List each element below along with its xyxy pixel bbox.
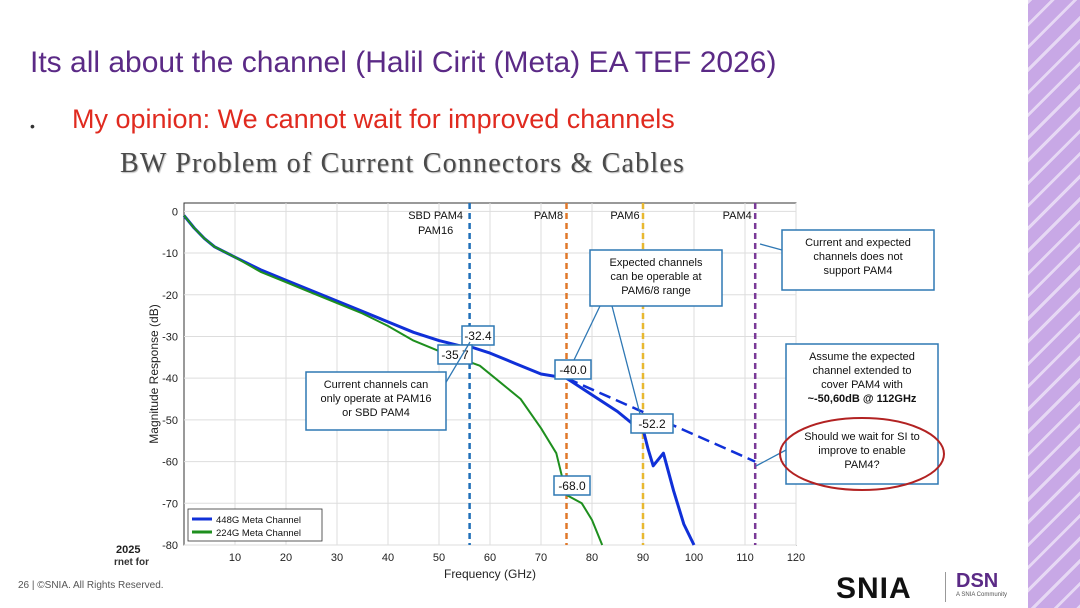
callout-arrow xyxy=(573,305,601,361)
modulation-label: PAM16 xyxy=(418,225,453,237)
callout-not-support-text: channels does not xyxy=(813,251,902,263)
callout-arrow xyxy=(755,449,787,467)
y-tick-label: -60 xyxy=(162,457,178,469)
dsn-logo: DSN xyxy=(956,570,999,592)
callout-assume-bold: ~-50,60dB @ 112GHz xyxy=(808,393,917,405)
legend-entry: 448G Meta Channel xyxy=(216,515,301,526)
callout-current-channels-text: only operate at PAM16 xyxy=(320,393,431,405)
bullet-opinion: My opinion: We cannot wait for improved … xyxy=(72,104,675,134)
slide-title: Its all about the channel (Halil Cirit (… xyxy=(30,46,777,79)
value-label-box xyxy=(437,344,473,365)
callout-arrow xyxy=(611,305,641,415)
callout-assume-text: cover PAM4 with xyxy=(821,379,903,391)
modulation-label: PAM8 xyxy=(534,210,563,222)
callout-current-channels-text: or SBD PAM4 xyxy=(342,407,410,419)
value-label-box xyxy=(461,325,495,346)
x-axis-label: Frequency (GHz) xyxy=(444,567,536,581)
chart-subtitle: BW Problem of Current Connectors & Cable… xyxy=(120,148,686,179)
value-label: -68.0 xyxy=(558,479,586,493)
value-label: -52.2 xyxy=(638,417,666,431)
legend-entry: 224G Meta Channel xyxy=(216,528,301,539)
snia-logo: SNIA xyxy=(836,572,912,605)
extrapolation-line xyxy=(565,377,756,463)
value-label: -40.0 xyxy=(559,363,587,377)
callout-arrow xyxy=(759,243,783,251)
x-tick-label: 20 xyxy=(280,552,292,564)
callout-not-support-text: Current and expected xyxy=(805,237,911,249)
x-tick-label: 60 xyxy=(484,552,496,564)
y-tick-label: -10 xyxy=(162,248,178,260)
value-label-box xyxy=(630,413,674,434)
question-text: PAM4? xyxy=(844,459,879,471)
legend-box xyxy=(187,508,323,542)
x-tick-label: 50 xyxy=(433,552,445,564)
x-tick-label: 120 xyxy=(787,552,805,564)
brand-divider xyxy=(945,572,946,602)
y-tick-label: -50 xyxy=(162,415,178,427)
value-label: -32.4 xyxy=(464,329,492,343)
callout-expected-channels-box xyxy=(589,249,723,307)
x-tick-label: 70 xyxy=(535,552,547,564)
decorative-side-strip xyxy=(1028,0,1080,608)
callout-assume-text: Assume the expected xyxy=(809,351,915,363)
question-text: improve to enable xyxy=(818,445,905,457)
callout-expected-channels-text: PAM6/8 range xyxy=(621,285,691,297)
modulation-label: SBD PAM4 xyxy=(408,210,463,222)
x-tick-label: 100 xyxy=(685,552,703,564)
y-tick-label: 0 xyxy=(172,206,178,218)
callout-current-channels-box xyxy=(305,371,447,431)
question-ellipse xyxy=(779,417,945,491)
series-line xyxy=(182,214,696,546)
y-axis-label: Magnitude Response (dB) xyxy=(147,304,161,443)
y-tick-label: -70 xyxy=(162,498,178,510)
question-text: Should we wait for SI to xyxy=(804,431,920,443)
value-label: -35.7 xyxy=(441,348,469,362)
value-label-box xyxy=(553,475,591,496)
y-tick-label: -20 xyxy=(162,290,178,302)
callout-current-channels-text: Current channels can xyxy=(324,379,429,391)
x-tick-label: 40 xyxy=(382,552,394,564)
x-tick-label: 90 xyxy=(637,552,649,564)
callout-assume-text: channel extended to xyxy=(812,365,911,377)
y-tick-label: -80 xyxy=(162,540,178,552)
callout-expected-channels-text: Expected channels xyxy=(610,257,703,269)
bullet-dot: • xyxy=(30,118,35,134)
y-tick-label: -40 xyxy=(162,373,178,385)
x-tick-label: 80 xyxy=(586,552,598,564)
x-tick-label: 110 xyxy=(736,552,754,564)
plot-area xyxy=(183,202,797,546)
conference-logo-text: rnet for xyxy=(114,557,149,568)
x-tick-label: 10 xyxy=(229,552,241,564)
y-tick-label: -30 xyxy=(162,331,178,343)
modulation-label: PAM4 xyxy=(723,210,752,222)
footer-copyright: 26 | ©SNIA. All Rights Reserved. xyxy=(18,580,164,591)
conference-logo-year: 2025 xyxy=(116,544,141,556)
conference-logo: 2025 rnet for xyxy=(112,542,156,588)
callout-assume-box xyxy=(785,343,939,485)
x-tick-label: 30 xyxy=(331,552,343,564)
modulation-label: PAM6 xyxy=(610,210,639,222)
dsn-logo-subtitle: A SNIA Community xyxy=(956,592,1008,598)
value-label-box xyxy=(554,359,592,380)
callout-arrow xyxy=(444,341,471,385)
series-line xyxy=(183,214,604,546)
callout-not-support-text: support PAM4 xyxy=(824,265,893,277)
callout-not-support-box xyxy=(781,229,935,291)
callout-expected-channels-text: can be operable at xyxy=(610,271,701,283)
